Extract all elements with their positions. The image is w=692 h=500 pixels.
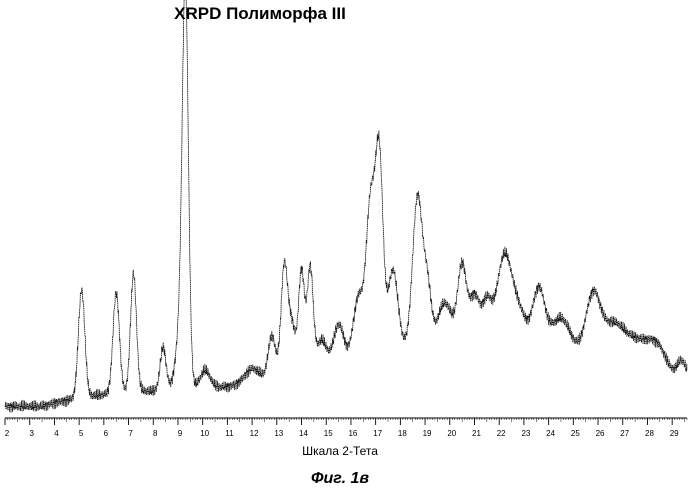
x-tick-label: 6 bbox=[104, 429, 109, 438]
x-tick-label: 10 bbox=[200, 429, 209, 438]
x-tick-label: 18 bbox=[398, 429, 407, 438]
x-tick-label: 3 bbox=[29, 429, 34, 438]
x-tick-label: 27 bbox=[620, 429, 629, 438]
x-tick-label: 23 bbox=[521, 429, 530, 438]
x-tick-label: 26 bbox=[596, 429, 605, 438]
x-tick-label: 14 bbox=[299, 429, 308, 438]
x-tick-label: 28 bbox=[645, 429, 654, 438]
x-tick-label: 13 bbox=[274, 429, 283, 438]
x-tick-label: 17 bbox=[373, 429, 382, 438]
x-tick-label: 5 bbox=[79, 429, 84, 438]
x-tick-label: 7 bbox=[128, 429, 133, 438]
x-tick-label: 25 bbox=[571, 429, 580, 438]
x-tick-label: 29 bbox=[670, 429, 679, 438]
x-tick-label: 20 bbox=[447, 429, 456, 438]
x-tick-label: 9 bbox=[178, 429, 183, 438]
x-tick-label: 19 bbox=[423, 429, 432, 438]
x-tick-label: 22 bbox=[497, 429, 506, 438]
x-tick-label: 24 bbox=[546, 429, 555, 438]
xrpd-pattern-line bbox=[5, 0, 687, 413]
x-tick-label: 11 bbox=[225, 429, 234, 438]
diffraction-trace bbox=[5, 0, 687, 413]
x-axis-tick-labels: 2345678910111213141516171819202122232425… bbox=[5, 429, 679, 438]
x-axis-label: Шкала 2-Тета bbox=[240, 444, 440, 458]
x-tick-label: 2 bbox=[5, 429, 10, 438]
x-tick-label: 12 bbox=[250, 429, 259, 438]
x-tick-label: 21 bbox=[472, 429, 481, 438]
x-tick-label: 4 bbox=[54, 429, 59, 438]
x-tick-label: 15 bbox=[324, 429, 333, 438]
x-tick-label: 16 bbox=[348, 429, 357, 438]
x-axis-ticks bbox=[5, 418, 687, 425]
figure-caption: Фиг. 1в bbox=[240, 470, 440, 488]
x-tick-label: 8 bbox=[153, 429, 158, 438]
